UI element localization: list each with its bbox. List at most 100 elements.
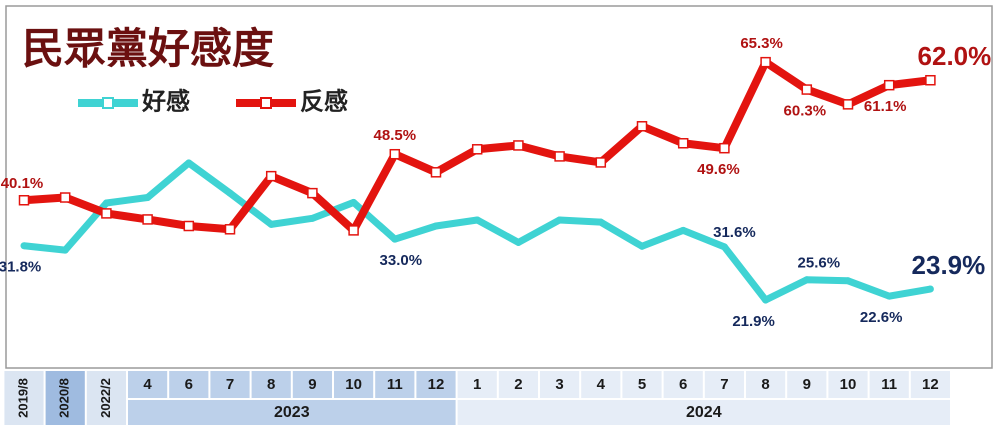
category-cell [787, 371, 827, 398]
category-cell [869, 371, 909, 398]
point-marker [308, 214, 316, 222]
chart-frame [5, 5, 993, 369]
point-marker [556, 216, 564, 224]
data-label: 62.0% [918, 41, 992, 71]
point-marker [265, 170, 277, 182]
data-label: 48.5% [374, 127, 417, 144]
data-label: 65.3% [740, 35, 783, 52]
category-cell [45, 371, 85, 425]
data-label: 23.9% [912, 250, 986, 280]
category-cell [457, 371, 497, 398]
data-label: 60.3% [784, 103, 827, 120]
point-marker [267, 220, 275, 228]
category-cell [334, 371, 374, 398]
point-marker [61, 246, 69, 254]
point-marker [430, 167, 442, 178]
point-marker [595, 157, 607, 168]
x-tick-label: 9 [803, 376, 811, 393]
point-marker [432, 222, 440, 230]
category-cell [251, 371, 291, 398]
point-marker [720, 243, 728, 251]
category-cell [746, 371, 786, 398]
group-cell [457, 400, 950, 425]
x-tick-label: 9 [308, 376, 316, 393]
x-tick-label: 2022/2 [98, 378, 113, 418]
x-tick-label: 10 [345, 376, 362, 393]
point-marker [844, 277, 852, 285]
data-label: 25.6% [798, 255, 841, 272]
point-marker [350, 198, 358, 206]
x-tick-label: 12 [922, 376, 939, 393]
category-cell [86, 371, 126, 425]
x-tick-label: 6 [185, 376, 193, 393]
category-cell [828, 371, 868, 398]
x-tick-label: 12 [428, 376, 445, 393]
point-marker [885, 292, 893, 300]
data-label: 31.6% [713, 224, 756, 241]
data-label: 33.0% [380, 252, 423, 269]
x-tick-label: 3 [555, 376, 563, 393]
point-marker [185, 159, 193, 167]
point-marker [514, 238, 522, 246]
data-label: 21.9% [732, 313, 775, 330]
point-marker [679, 226, 687, 234]
x-tick-label: 11 [387, 376, 403, 393]
point-marker [719, 142, 730, 154]
point-marker [801, 84, 813, 95]
category-cell [4, 371, 44, 425]
data-label: 61.1% [864, 98, 907, 115]
point-marker [101, 208, 112, 219]
point-marker [760, 56, 771, 68]
point-marker [307, 187, 318, 199]
group-label: 2023 [274, 404, 310, 421]
x-tick-label: 11 [881, 376, 897, 393]
data-label: 49.6% [697, 161, 740, 178]
point-marker [638, 242, 646, 250]
point-marker [597, 218, 605, 226]
point-marker [842, 99, 854, 110]
category-cell [540, 371, 580, 398]
x-tick-label: 7 [226, 376, 234, 393]
legend-marker [260, 97, 272, 109]
x-tick-label: 4 [143, 376, 152, 393]
point-marker [142, 214, 153, 225]
group-cell [128, 400, 456, 425]
category-cell [375, 371, 415, 398]
x-tick-label: 10 [840, 376, 857, 393]
point-marker [20, 242, 28, 250]
legend: 好感 反感 [78, 87, 348, 115]
category-cell [704, 371, 744, 398]
x-tick-label: 5 [638, 376, 646, 393]
x-tick-label: 2020/8 [57, 378, 72, 418]
x-tick-label: 2 [514, 376, 522, 393]
point-marker [391, 235, 399, 243]
point-marker [226, 189, 234, 197]
category-cell [622, 371, 662, 398]
point-marker [224, 224, 236, 235]
point-marker [102, 199, 110, 207]
x-tick-label: 1 [473, 376, 481, 393]
point-marker [348, 225, 359, 236]
point-marker [18, 195, 30, 206]
point-marker [925, 74, 936, 86]
legend-marker [102, 97, 114, 109]
chart-title: 民眾黨好感度 [22, 24, 274, 73]
point-marker [883, 79, 895, 91]
x-tick-label: 8 [761, 376, 769, 393]
x-tick-label: 8 [267, 376, 275, 393]
point-marker [59, 192, 71, 203]
category-cell [416, 371, 456, 398]
point-marker [677, 138, 689, 149]
data-label: 40.1% [1, 175, 44, 192]
group-label: 2024 [686, 404, 722, 421]
category-cell [169, 371, 209, 398]
category-cell [292, 371, 332, 398]
category-cell [210, 371, 250, 398]
plot: 31.8% 33.0% 31.6% 21.9% 25.6% 22.6% 23.9% 40.1%… [0, 35, 991, 330]
category-cell [663, 371, 703, 398]
legend-label: 好感 [141, 87, 190, 115]
point-marker [554, 151, 565, 162]
x-tick-label: 2019/8 [15, 378, 30, 418]
x-tick-label: 6 [679, 376, 687, 393]
